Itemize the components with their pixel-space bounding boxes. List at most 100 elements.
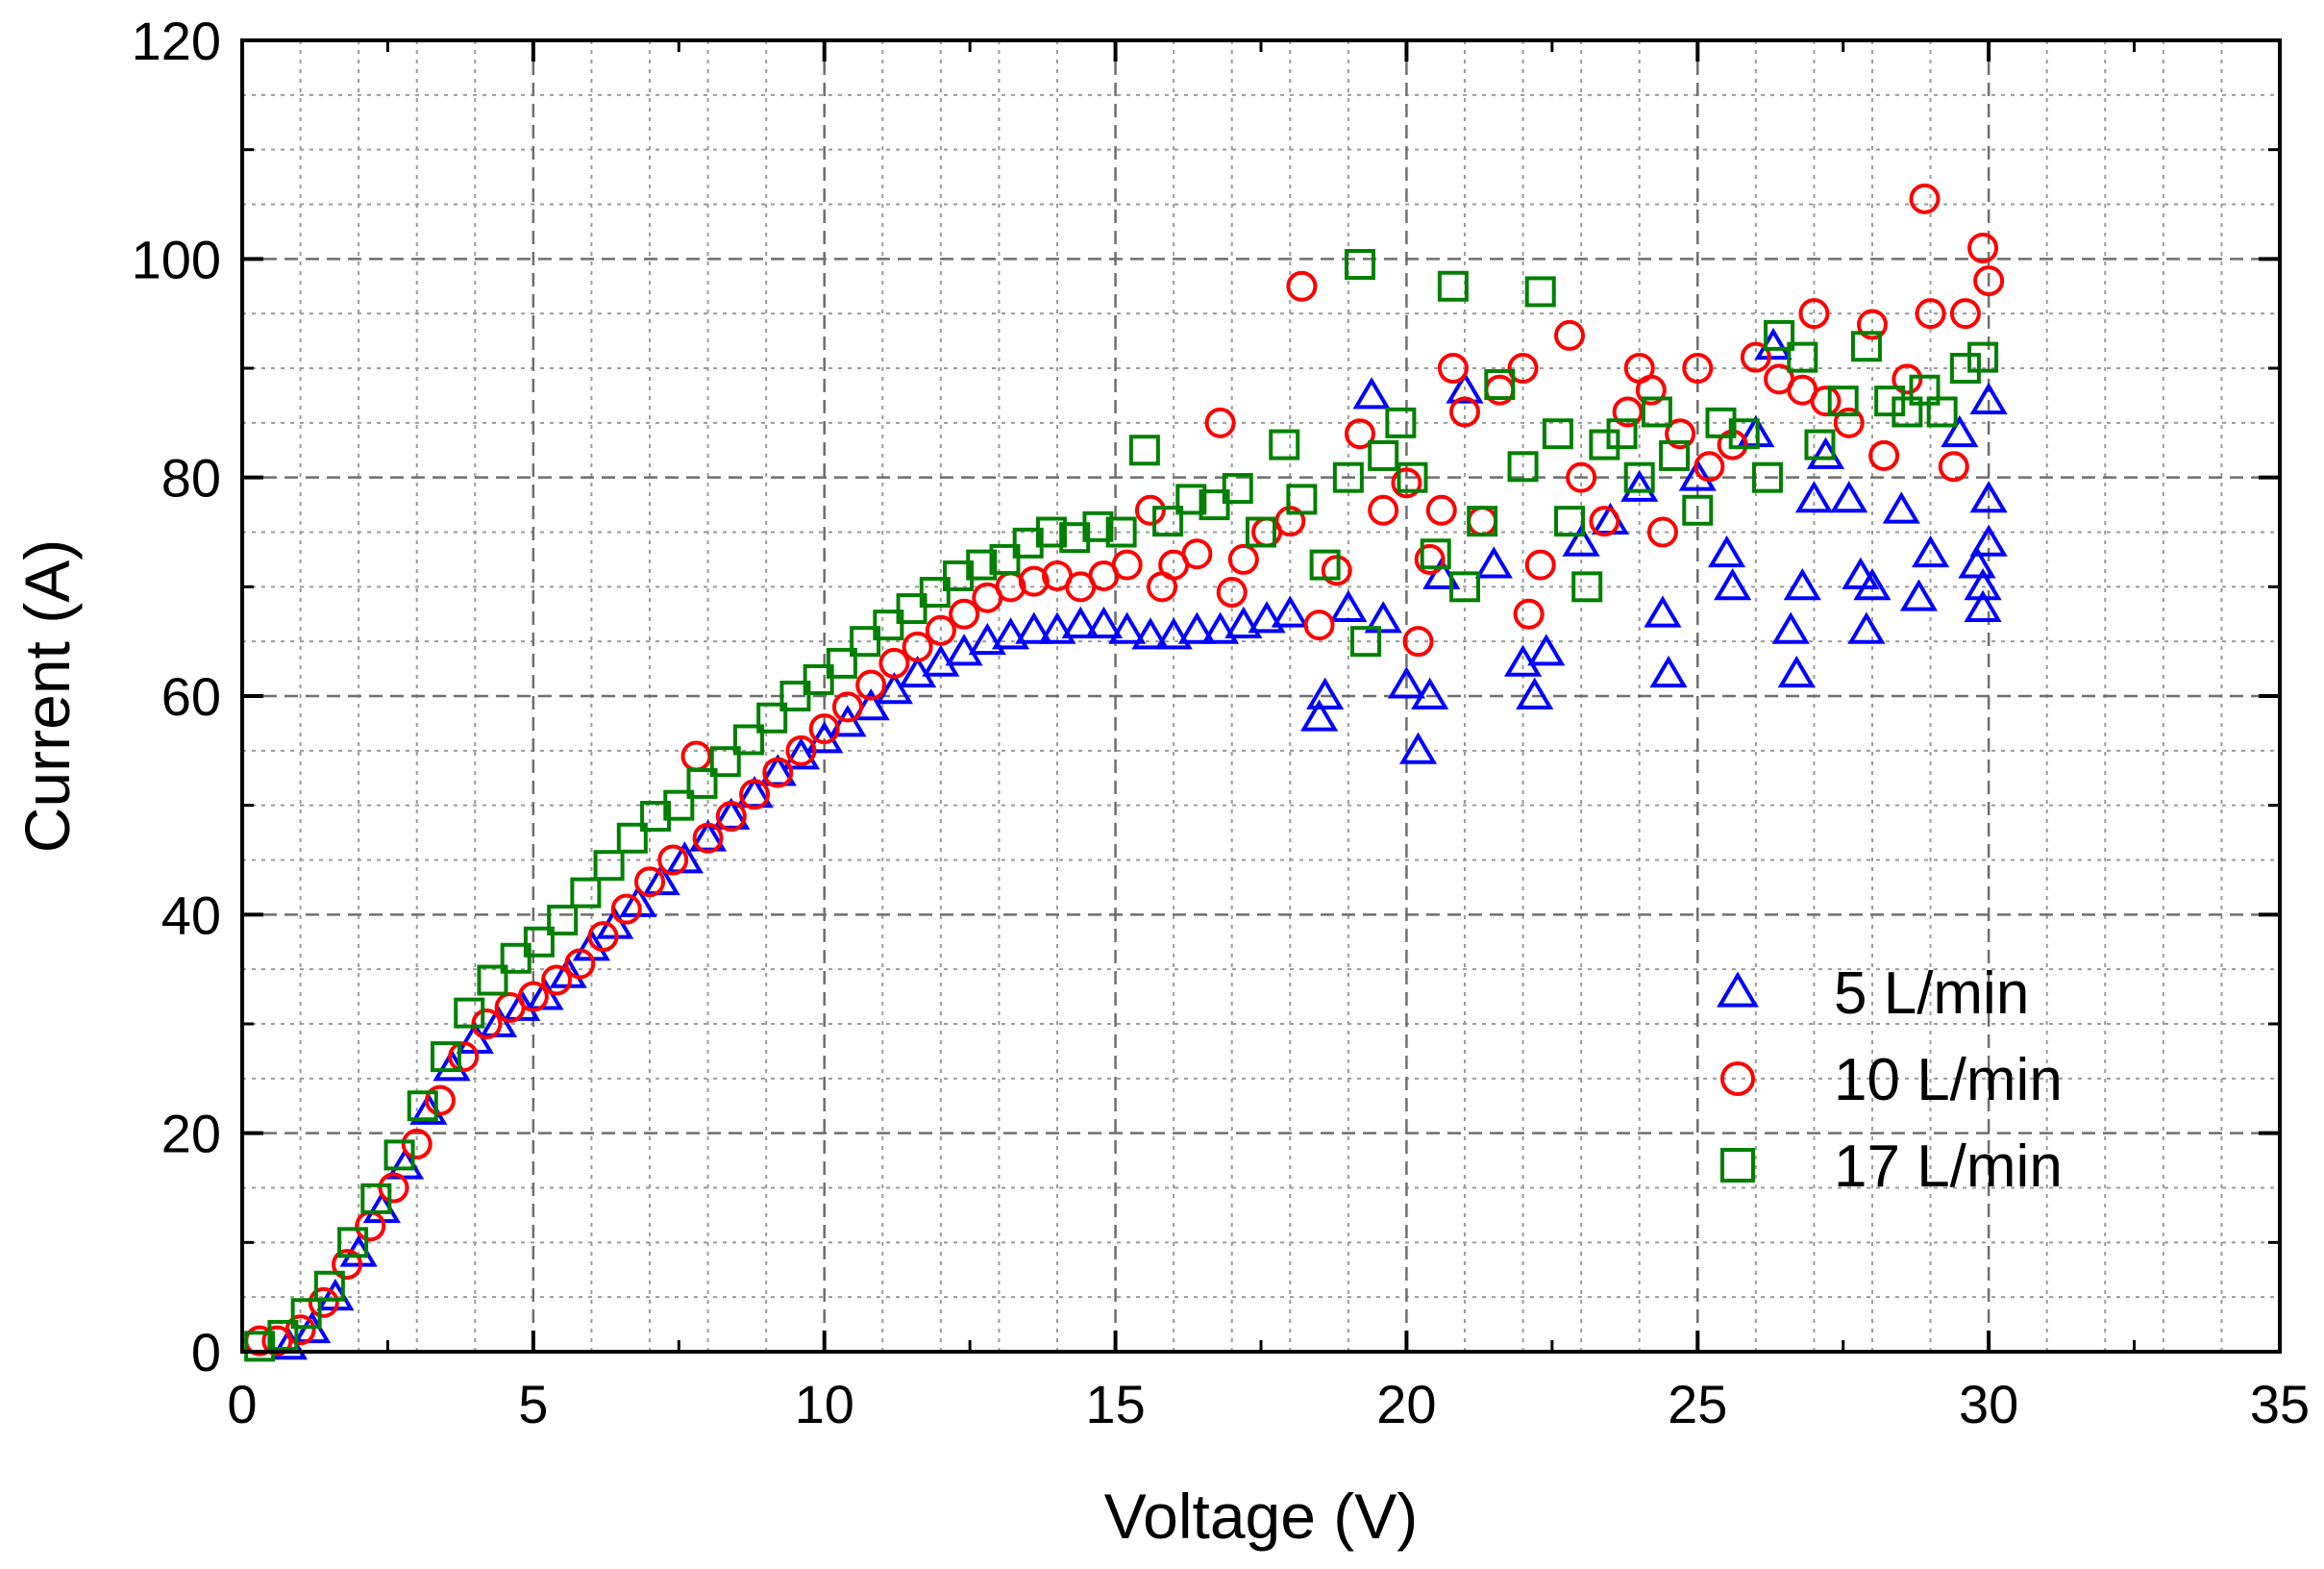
data-point-circle (785, 735, 817, 766)
data-point-circle (1938, 451, 1969, 483)
data-point-square (1967, 341, 1999, 373)
data-point-square (1246, 516, 1276, 548)
data-point-circle (1286, 270, 1318, 302)
data-point-triangle (1562, 524, 1600, 557)
data-point-circle (1391, 467, 1422, 499)
legend-label: 5 L/min (1834, 960, 2029, 1027)
y-tick-label: 80 (161, 448, 221, 509)
data-point-square (1705, 407, 1737, 438)
data-point-square (1420, 538, 1451, 570)
data-point-triangle (1248, 601, 1286, 634)
data-point-circle (332, 1249, 363, 1281)
data-point-circle (657, 844, 689, 876)
series-square (244, 249, 1999, 1362)
data-point-square (1804, 429, 1836, 461)
data-point-square (244, 1331, 276, 1362)
data-point-triangle (1842, 557, 1880, 589)
data-point-square (1012, 527, 1044, 559)
data-point-triangle (1853, 567, 1891, 601)
y-tick-label: 100 (132, 229, 221, 289)
data-point-square (1850, 331, 1882, 362)
data-point-circle (762, 757, 794, 788)
data-point-circle (1449, 396, 1480, 428)
data-point-square (1589, 429, 1620, 461)
data-point-square (1827, 386, 1859, 417)
data-point-circle (1833, 407, 1865, 438)
data-point-circle (855, 669, 887, 701)
data-point-triangle (1911, 535, 1950, 568)
data-point-circle (1915, 298, 1946, 330)
data-point-triangle (852, 688, 890, 721)
data-point-square (407, 1090, 438, 1122)
legend-marker-triangle (1717, 971, 1759, 1008)
data-point-square (1332, 461, 1364, 493)
x-axis-tick-labels: 0 5 10 15 20 25 30 35 (227, 1374, 2310, 1434)
data-point-square (383, 1139, 415, 1171)
data-point-square (1926, 396, 1958, 428)
data-point-circle (1467, 506, 1498, 537)
y-tick-label: 40 (161, 884, 221, 945)
data-point-square (1344, 249, 1375, 281)
data-point-circle (1646, 516, 1678, 548)
data-point-triangle (1224, 606, 1263, 639)
data-point-triangle (1271, 595, 1309, 628)
data-point-square (1484, 369, 1516, 401)
data-point-triangle (1714, 567, 1752, 601)
data-point-triangle (1649, 655, 1688, 688)
data-point-triangle (1516, 677, 1554, 710)
y-axis-tick-labels: 0 20 40 60 80 100 120 (132, 11, 221, 1382)
data-point-circle (925, 614, 956, 646)
data-point-triangle (1794, 481, 1834, 513)
data-point-circle (1554, 319, 1586, 351)
data-point-circle (517, 981, 549, 1012)
data-point-square (1385, 407, 1417, 438)
data-point-circle (1216, 577, 1248, 609)
data-point-triangle (1882, 491, 1920, 524)
data-point-circle (739, 779, 771, 810)
data-point-circle (587, 921, 619, 953)
data-point-circle (1566, 461, 1597, 493)
data-point-triangle (1387, 666, 1426, 699)
y-tick-label: 60 (161, 666, 221, 727)
data-point-triangle (1299, 699, 1339, 732)
data-point-triangle (1847, 611, 1886, 644)
data-point-circle (1368, 494, 1399, 526)
data-point-circle (831, 691, 863, 723)
data-point-square (732, 724, 764, 756)
data-point-triangle (1964, 567, 2002, 601)
data-point-square (1152, 506, 1184, 537)
data-point-square (1199, 489, 1230, 521)
data-point-square (360, 1183, 392, 1214)
data-point-triangle (1899, 579, 1939, 611)
data-point-triangle (781, 737, 821, 770)
data-point-square (686, 767, 718, 799)
data-point-triangle (1783, 567, 1821, 601)
data-point-circle (1524, 549, 1556, 581)
data-series (244, 183, 2008, 1362)
data-point-circle (1437, 353, 1469, 384)
data-point-square (966, 549, 998, 581)
x-tick-label: 20 (1376, 1374, 1436, 1434)
x-tick-label: 5 (518, 1374, 548, 1434)
data-point-circle (448, 1041, 480, 1073)
data-point-circle (1740, 341, 1771, 373)
data-point-square (1222, 473, 1253, 505)
data-point-square (1397, 461, 1428, 493)
legend: 5 L/min 10 L/min 17 L/min (1717, 960, 2063, 1200)
data-point-triangle (1131, 617, 1170, 650)
data-point-triangle (1411, 677, 1449, 710)
data-point-square (500, 942, 532, 974)
data-point-triangle (1964, 589, 2002, 622)
data-point-square (477, 964, 508, 996)
data-point-triangle (1969, 382, 2008, 414)
data-point-square (313, 1270, 345, 1302)
data-point-triangle (712, 797, 751, 830)
data-point-square (1949, 353, 1981, 384)
data-point-square (709, 746, 741, 778)
data-point-circle (1303, 610, 1335, 641)
data-point-square (1682, 494, 1714, 526)
data-point-circle (564, 948, 596, 980)
data-point-triangle (1474, 546, 1513, 579)
